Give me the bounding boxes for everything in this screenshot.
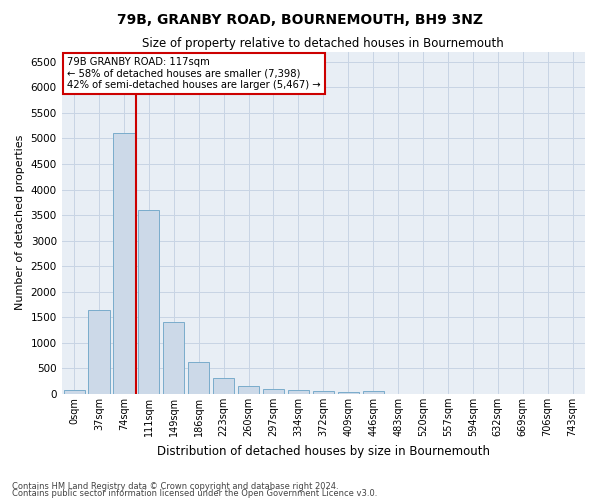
Bar <box>263 389 284 394</box>
Bar <box>238 386 259 394</box>
Bar <box>163 322 184 394</box>
X-axis label: Distribution of detached houses by size in Bournemouth: Distribution of detached houses by size … <box>157 444 490 458</box>
Bar <box>64 390 85 394</box>
Bar <box>338 392 359 394</box>
Bar <box>188 362 209 394</box>
Bar <box>313 391 334 394</box>
Text: 79B GRANBY ROAD: 117sqm
← 58% of detached houses are smaller (7,398)
42% of semi: 79B GRANBY ROAD: 117sqm ← 58% of detache… <box>67 57 320 90</box>
Text: Contains public sector information licensed under the Open Government Licence v3: Contains public sector information licen… <box>12 489 377 498</box>
Bar <box>213 378 234 394</box>
Text: Contains HM Land Registry data © Crown copyright and database right 2024.: Contains HM Land Registry data © Crown c… <box>12 482 338 491</box>
Bar <box>362 391 384 394</box>
Title: Size of property relative to detached houses in Bournemouth: Size of property relative to detached ho… <box>142 38 504 51</box>
Bar <box>288 390 309 394</box>
Bar <box>88 310 110 394</box>
Bar <box>113 134 134 394</box>
Bar <box>138 210 160 394</box>
Text: 79B, GRANBY ROAD, BOURNEMOUTH, BH9 3NZ: 79B, GRANBY ROAD, BOURNEMOUTH, BH9 3NZ <box>117 12 483 26</box>
Y-axis label: Number of detached properties: Number of detached properties <box>15 135 25 310</box>
